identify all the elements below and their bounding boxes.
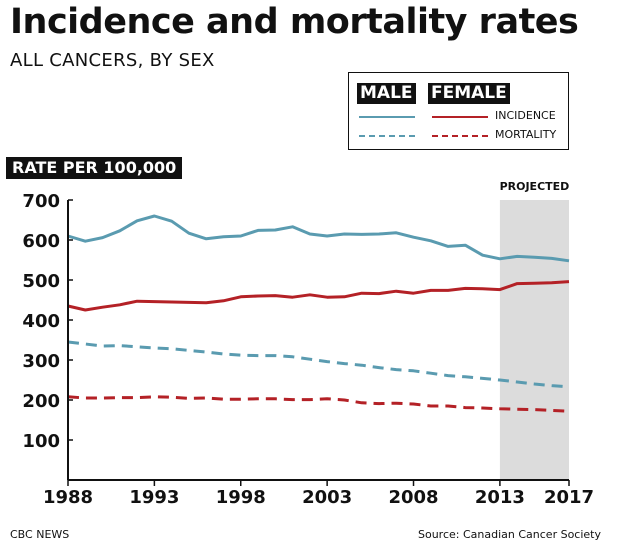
legend-female-incidence-line <box>432 116 488 118</box>
chart-subtitle: ALL CANCERS, BY SEX <box>10 50 215 71</box>
legend-female-header: FEMALE <box>428 83 510 104</box>
legend-incidence-label: INCIDENCE <box>495 109 556 122</box>
x-axis: 1988 1993 1998 2003 2008 2013 2017 <box>43 480 594 508</box>
x-tick-label: 1988 <box>43 487 93 508</box>
female-incidence-line <box>67 280 570 312</box>
legend-male-incidence-line <box>359 116 415 118</box>
projected-band <box>499 200 569 480</box>
y-tick-label: 700 <box>22 191 60 212</box>
male-mortality-line <box>67 340 570 389</box>
y-tick-label: 400 <box>22 311 60 332</box>
projected-label: PROJECTED <box>500 180 570 193</box>
legend-male-header: MALE <box>357 83 416 104</box>
legend-male-mortality-line <box>359 135 415 137</box>
chart-title: Incidence and mortality rates <box>10 2 579 42</box>
y-tick-label: 100 <box>22 431 60 452</box>
series <box>67 214 570 413</box>
y-tick-label: 200 <box>22 391 60 412</box>
legend-female-mortality-line <box>432 135 488 137</box>
y-axis-label: RATE PER 100,000 <box>6 157 183 179</box>
x-tick-label: 1998 <box>216 487 266 508</box>
legend-mortality-label: MORTALITY <box>495 128 557 141</box>
y-tick-label: 600 <box>22 231 60 252</box>
x-tick-label: 2013 <box>475 487 525 508</box>
legend: MALE FEMALE INCIDENCE MORTALITY <box>348 72 569 150</box>
x-tick-label: 2008 <box>388 487 438 508</box>
footer-source: Source: Canadian Cancer Society <box>418 528 601 541</box>
y-tick-label: 300 <box>22 351 60 372</box>
x-tick-label: 2017 <box>544 487 594 508</box>
x-tick-label: 2003 <box>302 487 352 508</box>
female-mortality-line <box>67 395 570 413</box>
male-incidence-line <box>67 214 570 263</box>
y-tick-label: 500 <box>22 271 60 292</box>
footer-credit: CBC NEWS <box>10 528 70 541</box>
x-tick-label: 1993 <box>129 487 179 508</box>
y-axis: 100 200 300 400 500 600 700 <box>22 191 73 452</box>
